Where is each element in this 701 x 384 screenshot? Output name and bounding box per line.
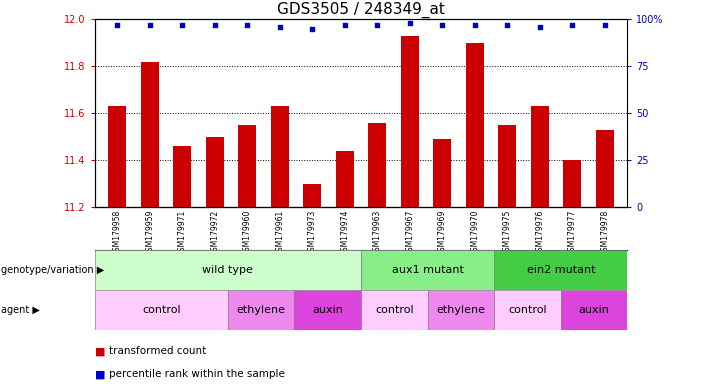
Point — [144, 22, 156, 28]
Text: GSM179972: GSM179972 — [210, 210, 219, 256]
Text: auxin: auxin — [578, 305, 610, 315]
Bar — [95, 290, 228, 330]
Text: control: control — [508, 305, 547, 315]
Bar — [336, 151, 354, 207]
Text: GSM179975: GSM179975 — [503, 210, 512, 256]
Text: GSM179959: GSM179959 — [145, 210, 154, 256]
Text: aux1 mutant: aux1 mutant — [392, 265, 463, 275]
Bar — [206, 137, 224, 207]
Point — [599, 22, 611, 28]
Bar — [228, 290, 294, 330]
Text: GSM179969: GSM179969 — [437, 210, 447, 256]
Point — [469, 22, 480, 28]
Point — [242, 22, 253, 28]
Point — [372, 22, 383, 28]
Text: ■: ■ — [95, 346, 109, 356]
Bar — [433, 139, 451, 207]
Text: GSM179978: GSM179978 — [600, 210, 609, 256]
Point — [437, 22, 448, 28]
Text: ethylene: ethylene — [437, 305, 485, 315]
Bar — [494, 250, 627, 290]
Bar — [238, 125, 257, 207]
Text: agent ▶: agent ▶ — [1, 305, 39, 315]
Bar — [563, 160, 581, 207]
Bar — [401, 36, 418, 207]
Point — [111, 22, 123, 28]
Text: GSM179961: GSM179961 — [275, 210, 285, 256]
Point — [566, 22, 578, 28]
Text: percentile rank within the sample: percentile rank within the sample — [109, 369, 285, 379]
Text: auxin: auxin — [312, 305, 343, 315]
Text: GSM179973: GSM179973 — [308, 210, 317, 256]
Bar — [498, 125, 516, 207]
Text: GSM179977: GSM179977 — [568, 210, 577, 256]
Bar — [173, 146, 191, 207]
Bar — [304, 184, 321, 207]
Point — [534, 24, 545, 30]
Text: control: control — [142, 305, 181, 315]
Text: GSM179970: GSM179970 — [470, 210, 479, 256]
Text: GSM179960: GSM179960 — [243, 210, 252, 256]
Bar — [428, 290, 494, 330]
Text: GSM179976: GSM179976 — [535, 210, 544, 256]
Bar — [361, 250, 494, 290]
Text: ethylene: ethylene — [237, 305, 285, 315]
Point — [209, 22, 220, 28]
Bar — [596, 130, 613, 207]
Bar — [368, 122, 386, 207]
Text: GSM179974: GSM179974 — [340, 210, 349, 256]
Bar — [561, 290, 627, 330]
Bar — [531, 106, 549, 207]
Text: wild type: wild type — [203, 265, 253, 275]
Title: GDS3505 / 248349_at: GDS3505 / 248349_at — [277, 2, 445, 18]
Text: GSM179971: GSM179971 — [178, 210, 187, 256]
Bar — [109, 106, 126, 207]
Bar — [465, 43, 484, 207]
Bar — [361, 290, 428, 330]
Text: transformed count: transformed count — [109, 346, 206, 356]
Text: GSM179963: GSM179963 — [373, 210, 382, 256]
Point — [339, 22, 350, 28]
Point — [177, 22, 188, 28]
Bar — [141, 61, 159, 207]
Point — [306, 26, 318, 32]
Bar — [271, 106, 289, 207]
Bar — [494, 290, 561, 330]
Text: genotype/variation ▶: genotype/variation ▶ — [1, 265, 104, 275]
Text: GSM179958: GSM179958 — [113, 210, 122, 256]
Point — [502, 22, 513, 28]
Text: GSM179967: GSM179967 — [405, 210, 414, 256]
Text: ■: ■ — [95, 369, 109, 379]
Text: ein2 mutant: ein2 mutant — [526, 265, 595, 275]
Text: control: control — [375, 305, 414, 315]
Point — [274, 24, 285, 30]
Bar — [294, 290, 361, 330]
Bar — [95, 250, 361, 290]
Point — [404, 20, 416, 26]
